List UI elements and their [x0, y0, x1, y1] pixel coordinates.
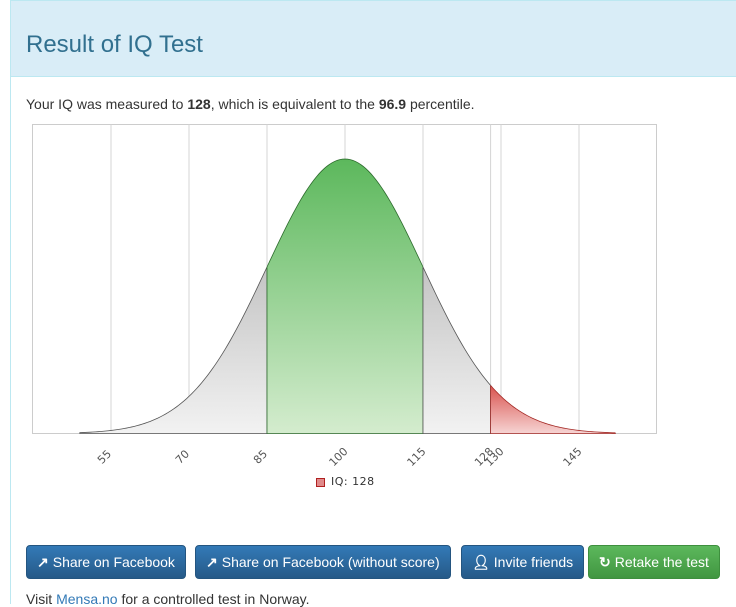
invite-friends-label: Invite friends: [493, 554, 574, 570]
iq-score: 128: [187, 96, 211, 112]
result-summary: Your IQ was measured to 128, which is eq…: [26, 96, 475, 112]
legend-label: IQ: 128: [331, 475, 375, 488]
x-tick-label: 55: [95, 447, 114, 466]
share-facebook-label: Share on Facebook: [52, 554, 175, 570]
x-tick-label: 100: [327, 445, 351, 468]
page-title: Result of IQ Test: [26, 31, 203, 58]
legend-swatch: [316, 477, 325, 487]
share-facebook-button[interactable]: ↗ Share on Facebook: [26, 545, 186, 579]
x-tick-label: 145: [561, 445, 585, 468]
share-icon: ↗: [37, 554, 49, 570]
share-facebook-noscore-button[interactable]: ↗ Share on Facebook (without score): [195, 545, 451, 579]
chart-legend: IQ: 128: [316, 475, 375, 488]
retake-test-label: Retake the test: [614, 554, 709, 570]
result-panel: Result of IQ Test Your IQ was measured t…: [10, 0, 736, 607]
x-tick-label: 85: [251, 447, 270, 466]
result-suffix: percentile.: [406, 96, 475, 112]
panel-heading: Result of IQ Test: [11, 1, 736, 77]
curve-region: [422, 266, 491, 434]
retake-test-button[interactable]: ↻ Retake the test: [588, 545, 720, 579]
result-middle: , which is equivalent to the: [210, 96, 379, 112]
footer-prefix: Visit: [26, 591, 57, 607]
invite-friends-button[interactable]: 👤︎ Invite friends: [461, 545, 585, 579]
refresh-icon: ↻: [599, 554, 611, 570]
curve-region: [490, 385, 616, 434]
x-tick-label: 70: [173, 447, 192, 466]
user-icon: 👤︎: [472, 554, 490, 570]
share-icon: ↗: [206, 554, 218, 570]
x-tick-label: 115: [405, 445, 429, 468]
footer-suffix: for a controlled test in Norway.: [117, 591, 310, 607]
footer-note: Visit Mensa.no for a controlled test in …: [26, 591, 310, 607]
curve-areas: [79, 158, 616, 434]
curve-region: [79, 266, 268, 434]
curve-region: [266, 158, 424, 434]
mensa-link[interactable]: Mensa.no: [56, 591, 118, 607]
percentile-value: 96.9: [378, 96, 407, 112]
result-prefix: Your IQ was measured to: [26, 96, 188, 112]
share-facebook-noscore-label: Share on Facebook (without score): [221, 554, 440, 570]
